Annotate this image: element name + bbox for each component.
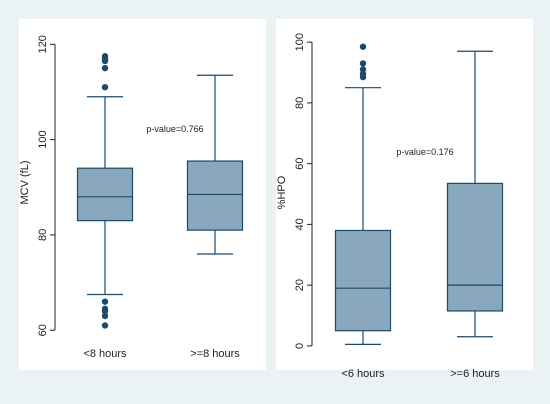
- outlier-point: [101, 307, 109, 315]
- y-tick-label: 100: [37, 130, 49, 148]
- y-tick-label: 120: [37, 35, 49, 53]
- y-tick-label: 40: [294, 218, 306, 230]
- y-tick-label: 80: [294, 97, 306, 109]
- y-tick-label: 60: [294, 158, 306, 170]
- x-tick-label: >=6 hours: [450, 368, 500, 380]
- outlier-point: [359, 73, 367, 81]
- p-value-annotation: p-value=0.176: [396, 147, 453, 157]
- y-tick-label: 0: [294, 343, 306, 349]
- outlier-point: [101, 57, 109, 65]
- outlier-point: [101, 298, 109, 305]
- outlier-point: [101, 322, 109, 329]
- x-tick-label: <8 hours: [83, 348, 127, 360]
- outlier-point: [359, 66, 367, 73]
- chart-hpo: 0 20 40 60 80 100 %HPO <6 hours >=6 hours p-value…: [276, 19, 533, 380]
- outlier-point: [359, 43, 367, 50]
- y-tick-label: 100: [294, 33, 306, 51]
- x-tick-label: <6 hours: [341, 368, 385, 380]
- p-value-annotation: p-value=0.766: [146, 124, 203, 134]
- box: [334, 229, 392, 332]
- outlier-point: [101, 83, 109, 91]
- outlier-point: [359, 60, 367, 67]
- y-tick-label: 80: [37, 229, 49, 241]
- outlier-point: [101, 312, 109, 320]
- box: [446, 182, 504, 312]
- chart-mcv: 60 80 100 120 MCV (fL) <8 hours >=8 hours p-val…: [19, 19, 266, 370]
- outlier-point: [101, 64, 109, 72]
- box: [76, 167, 134, 222]
- y-tick-label: 60: [37, 324, 49, 336]
- y-tick-label: 20: [294, 279, 306, 291]
- box: [186, 160, 244, 231]
- y-axis-label: MCV (fL): [19, 161, 31, 205]
- x-tick-label: >=8 hours: [190, 348, 240, 360]
- y-axis-label: %HPO: [276, 175, 288, 209]
